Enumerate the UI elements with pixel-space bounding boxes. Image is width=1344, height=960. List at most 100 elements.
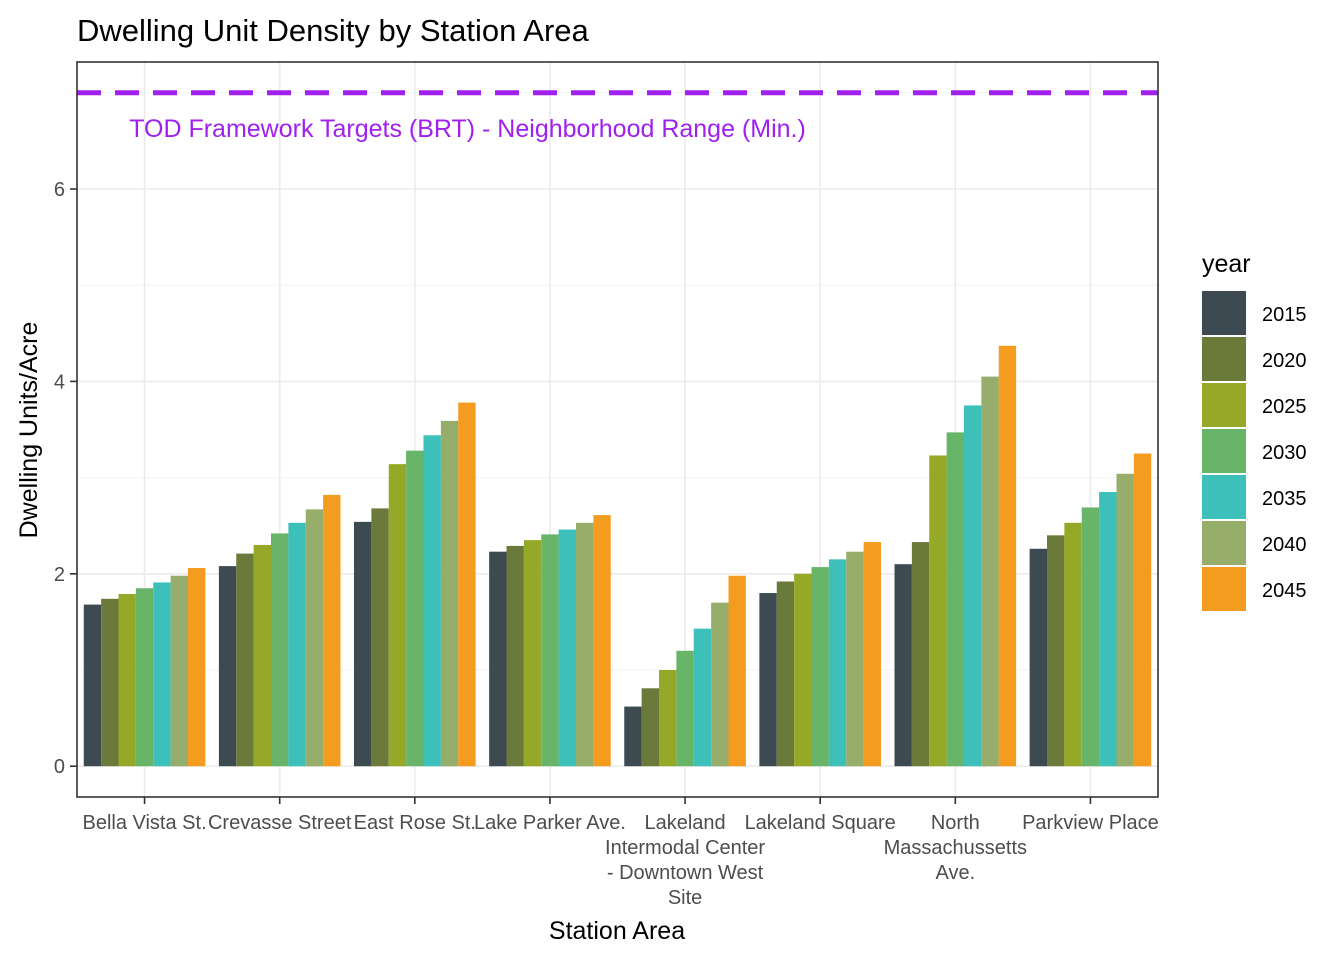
legend-key-2030	[1202, 429, 1246, 473]
bar-2045-6	[863, 542, 881, 767]
bar-2015-2	[218, 566, 237, 767]
x-tick-label: East Rose St.	[354, 812, 476, 834]
bar-2035-5	[693, 628, 712, 767]
legend-key-2035	[1202, 475, 1246, 519]
legend: year 2015 2020 2025 2030 2035 2040 2045	[1202, 250, 1307, 611]
bar-2015-7	[894, 564, 912, 767]
legend-title: year	[1202, 250, 1251, 278]
chart-title: Dwelling Unit Density by Station Area	[77, 13, 590, 48]
x-axis-title: Station Area	[549, 917, 685, 945]
legend-label-2040: 2040	[1262, 534, 1307, 556]
x-tick-label-line: Intermodal Center	[605, 837, 765, 859]
bar-2040-8	[1116, 473, 1134, 767]
bar-2045-5	[728, 575, 746, 767]
bar-2040-2	[305, 509, 324, 767]
legend-label-2045: 2045	[1262, 580, 1307, 602]
x-tick-label: Lakeland Intermodal Center - Downtown West…	[605, 812, 765, 909]
x-tick-label-line: Ave.	[935, 862, 975, 884]
bar-2040-5	[711, 602, 729, 767]
bar-2025-1	[118, 594, 136, 767]
bar-2035-8	[1099, 492, 1117, 767]
bar-2035-3	[423, 435, 441, 767]
bar-2015-5	[624, 706, 642, 767]
x-tick-label: Lake Parker Ave.	[474, 812, 626, 834]
x-tick-label: Bella Vista St.	[82, 812, 206, 834]
legend-key-2020	[1202, 337, 1246, 381]
bar-2035-4	[558, 529, 576, 767]
bar-2040-6	[846, 551, 864, 767]
bar-2035-2	[288, 522, 306, 767]
bar-2030-5	[676, 650, 694, 767]
bar-2045-7	[998, 345, 1017, 767]
x-tick-label: Lakeland Square	[745, 812, 896, 834]
x-tick-label-line: Lake Parker Ave.	[474, 812, 626, 834]
bar-2045-4	[593, 515, 611, 767]
x-tick-label-line: East Rose St.	[354, 812, 476, 834]
legend-key-2025	[1202, 383, 1246, 427]
bar-2020-4	[506, 545, 524, 767]
x-tick-label-line: Bella Vista St.	[82, 812, 206, 834]
legend-label-2015: 2015	[1262, 304, 1307, 326]
bar-2025-7	[929, 455, 947, 767]
reference-line-label: TOD Framework Targets (BRT) - Neighborho…	[129, 115, 806, 143]
legend-label-2035: 2035	[1262, 488, 1307, 510]
bar-2015-8	[1029, 548, 1048, 767]
bar-2030-6	[811, 567, 829, 767]
bar-2020-2	[236, 553, 254, 767]
bar-2025-6	[794, 573, 812, 767]
bar-2020-7	[911, 542, 930, 767]
bar-2020-3	[371, 508, 389, 767]
bar-2030-7	[946, 432, 964, 767]
bar-2035-6	[828, 559, 847, 767]
bar-2035-7	[963, 405, 982, 767]
plot-border	[76, 61, 1159, 798]
legend-key-2015	[1202, 291, 1246, 335]
legend-key-2045	[1202, 567, 1246, 611]
bar-2045-8	[1133, 453, 1152, 767]
bar-2015-4	[489, 551, 507, 767]
bar-2040-1	[170, 575, 188, 767]
x-tick-label: North Massachussetts Ave.	[884, 812, 1027, 884]
legend-label-2020: 2020	[1262, 350, 1307, 372]
bar-2040-7	[981, 376, 999, 767]
x-tick-label-line: Crevasse Street	[208, 812, 352, 834]
x-tick-label-line: North	[931, 812, 980, 834]
bar-2045-1	[187, 568, 206, 767]
x-tick-label-line: Lakeland	[644, 812, 725, 834]
bar-2040-3	[440, 420, 459, 767]
bar-2025-2	[253, 544, 272, 767]
legend-key-2040	[1202, 521, 1246, 565]
bar-2030-2	[271, 533, 289, 767]
y-tick-label: 2	[54, 564, 65, 586]
bar-2030-1	[135, 588, 154, 767]
bar-2030-8	[1081, 507, 1100, 767]
y-tick-label: 6	[54, 179, 65, 201]
bar-2035-1	[153, 582, 171, 767]
x-tick-label-line: Lakeland Square	[745, 812, 896, 834]
x-tick-label: Crevasse Street	[208, 812, 352, 834]
x-tick-label-line: Site	[668, 887, 702, 909]
bar-2020-5	[641, 688, 660, 767]
bar-2020-6	[776, 581, 795, 767]
bar-2025-5	[659, 670, 677, 767]
bar-2025-8	[1064, 522, 1082, 767]
bar-2045-2	[323, 494, 341, 767]
legend-label-2030: 2030	[1262, 442, 1307, 464]
y-axis-title: Dwelling Units/Acre	[15, 322, 43, 539]
x-tick-label: Parkview Place	[1022, 812, 1159, 834]
legend-label-2025: 2025	[1262, 396, 1307, 418]
y-tick-label: 0	[54, 756, 65, 778]
bar-2030-4	[541, 534, 559, 767]
bar-2020-8	[1047, 535, 1065, 767]
bar-2045-3	[458, 402, 476, 767]
x-tick-label-line: Parkview Place	[1022, 812, 1159, 834]
bar-2015-1	[83, 604, 102, 767]
bar-2025-4	[523, 540, 542, 767]
x-tick-label-line: Massachussetts	[884, 837, 1027, 859]
bar-2040-4	[575, 522, 594, 767]
x-tick-label-line: - Downtown West	[607, 862, 764, 884]
bar-2025-3	[388, 464, 407, 767]
bar-2030-3	[406, 450, 424, 767]
bar-2015-6	[759, 593, 777, 767]
